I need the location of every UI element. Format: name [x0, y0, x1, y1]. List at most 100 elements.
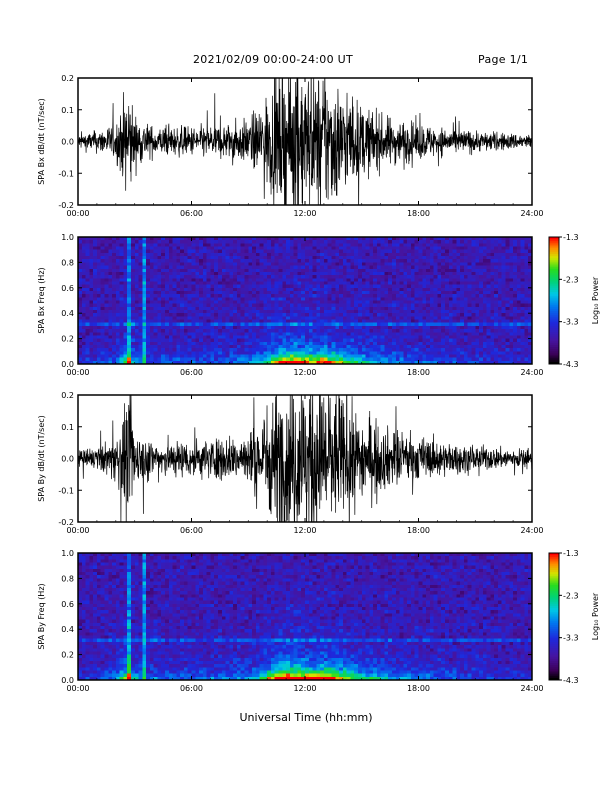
spectrogram-cell: [384, 325, 389, 330]
spectrogram-cell: [221, 319, 226, 324]
spectrogram-cell: [127, 240, 132, 244]
spectrogram-cell: [388, 319, 393, 324]
spectrogram-cell: [414, 306, 419, 311]
spectrogram-cell: [395, 297, 400, 301]
spectrogram-cell: [327, 275, 332, 279]
spectrogram-cell: [119, 310, 124, 314]
spectrogram-cell: [134, 287, 139, 292]
spectrogram-cell: [422, 294, 427, 298]
spectrogram-cell: [433, 351, 438, 355]
spectrogram-cell: [418, 319, 423, 324]
spectrogram-cell: [354, 325, 359, 330]
spectrogram-cell: [520, 325, 525, 330]
spectrogram-cell: [263, 268, 268, 273]
spectrogram-cell: [520, 354, 525, 359]
spectrogram-cell: [320, 268, 325, 273]
spectrogram-cell: [505, 319, 510, 324]
spectrogram-cell: [429, 278, 435, 282]
spectrogram-cell: [308, 300, 313, 305]
spectrogram-cell: [221, 287, 226, 292]
spectrogram-cell: [161, 252, 166, 257]
spectrogram-cell: [392, 278, 397, 282]
spectrogram-cell: [134, 351, 139, 355]
spectrogram-cell: [323, 240, 329, 244]
spectrogram-cell: [513, 294, 518, 298]
spectrogram-cell: [365, 265, 370, 270]
spectrogram-cell: [195, 351, 200, 355]
spectrogram-cell: [263, 252, 268, 257]
spectrogram-cell: [475, 310, 480, 314]
spectrogram-cell: [399, 246, 404, 251]
spectrogram-cell: [263, 344, 268, 349]
spectrogram-cell: [206, 268, 211, 273]
spectrogram-cell: [482, 275, 487, 279]
spectrogram-cell: [361, 294, 366, 298]
spectrogram-cell: [240, 246, 245, 251]
spectrogram-cell: [301, 300, 306, 305]
spectrogram-cell: [342, 344, 348, 349]
spectrogram-cell: [161, 256, 166, 260]
spectrogram-cell: [460, 271, 465, 276]
spectrogram-cell: [460, 306, 465, 311]
spectrogram-cell: [195, 281, 200, 286]
spectrogram-cell: [350, 319, 355, 324]
spectrogram-cell: [354, 303, 359, 308]
spectrogram-cell: [513, 237, 518, 241]
spectrogram-cell: [210, 303, 215, 308]
spectrogram-cell: [422, 290, 427, 295]
spectrogram-cell: [187, 357, 192, 362]
spectrogram-cell: [210, 278, 215, 282]
spectrogram-cell: [320, 259, 325, 263]
spectrogram-cell: [183, 259, 189, 263]
spectrogram-cell: [350, 329, 355, 333]
spectrogram-cell: [509, 338, 514, 343]
spectrogram-cell: [456, 354, 461, 359]
spectrogram-cell: [494, 259, 499, 263]
spectrogram-cell: [191, 240, 196, 244]
spectrogram-cell: [505, 252, 510, 257]
spectrogram-cell: [380, 278, 385, 282]
spectrogram-cell: [286, 262, 291, 266]
spectrogram-cell: [278, 246, 283, 251]
spectrogram-cell: [418, 338, 423, 343]
spectrogram-cell: [399, 303, 404, 308]
spectrogram-cell: [528, 303, 533, 308]
spectrogram-cell: [350, 284, 355, 289]
spectrogram-cell: [199, 344, 204, 349]
colorbar-step: [549, 237, 559, 240]
spectrogram-cell: [342, 322, 348, 327]
spectrogram-cell: [395, 290, 400, 295]
spectrogram-cell: [373, 284, 378, 289]
spectrogram-cell: [516, 300, 522, 305]
spectrogram-cell: [516, 275, 522, 279]
spectrogram-cell: [482, 256, 487, 260]
spectrogram-cell: [305, 275, 310, 279]
spectrogram-cell: [85, 325, 90, 330]
spectrogram-cell: [426, 262, 431, 266]
spectrogram-cell: [142, 275, 147, 279]
spectrogram-cell: [81, 319, 86, 324]
spectrogram-cell: [206, 271, 211, 276]
spectrogram-cell: [392, 335, 397, 339]
spectrogram-cell: [350, 300, 355, 305]
spectrogram-cell: [403, 310, 408, 314]
spectrogram-cell: [289, 287, 295, 292]
spectrogram-cell: [448, 344, 453, 349]
spectrogram-cell: [240, 278, 245, 282]
spectrogram-cell: [494, 341, 499, 346]
spectrogram-cell: [168, 344, 173, 349]
spectrogram-cell: [301, 329, 306, 333]
spectrogram-cell: [153, 237, 158, 241]
spectrogram-cell: [123, 252, 128, 257]
spectrogram-cell: [410, 275, 416, 279]
spectrogram-cell: [191, 246, 196, 251]
spectrogram-cell: [505, 271, 510, 276]
spectrogram-cell: [191, 284, 196, 289]
spectrogram-cell: [108, 335, 113, 339]
spectrogram-cell: [357, 265, 363, 270]
spectrogram-cell: [274, 278, 279, 282]
spectrogram-cell: [320, 319, 325, 324]
spectrogram-cell: [127, 246, 132, 251]
spectrogram-cell: [395, 237, 400, 241]
spectrogram-cell: [320, 246, 325, 251]
